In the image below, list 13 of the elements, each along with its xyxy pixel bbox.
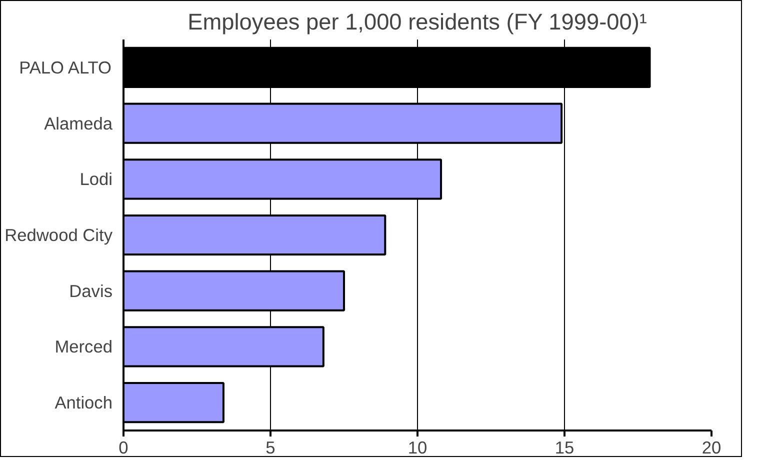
y-tick-label: Redwood City: [4, 225, 113, 245]
x-tick-label: 20: [702, 438, 722, 458]
chart-title: Employees per 1,000 residents (FY 1999-00)¹: [188, 8, 648, 34]
y-tick-label: Antioch: [54, 392, 113, 413]
y-tick-label: Merced: [54, 336, 112, 357]
y-tick-label: Lodi: [80, 169, 113, 190]
x-tick-label: 5: [266, 438, 276, 458]
y-tick-label: Alameda: [44, 113, 113, 134]
y-tick-label: PALO ALTO: [19, 57, 112, 78]
x-tick-label: 10: [408, 438, 428, 458]
x-tick-label: 0: [118, 438, 128, 458]
y-tick-label: Davis: [69, 280, 113, 301]
x-tick-label: 15: [554, 438, 574, 458]
